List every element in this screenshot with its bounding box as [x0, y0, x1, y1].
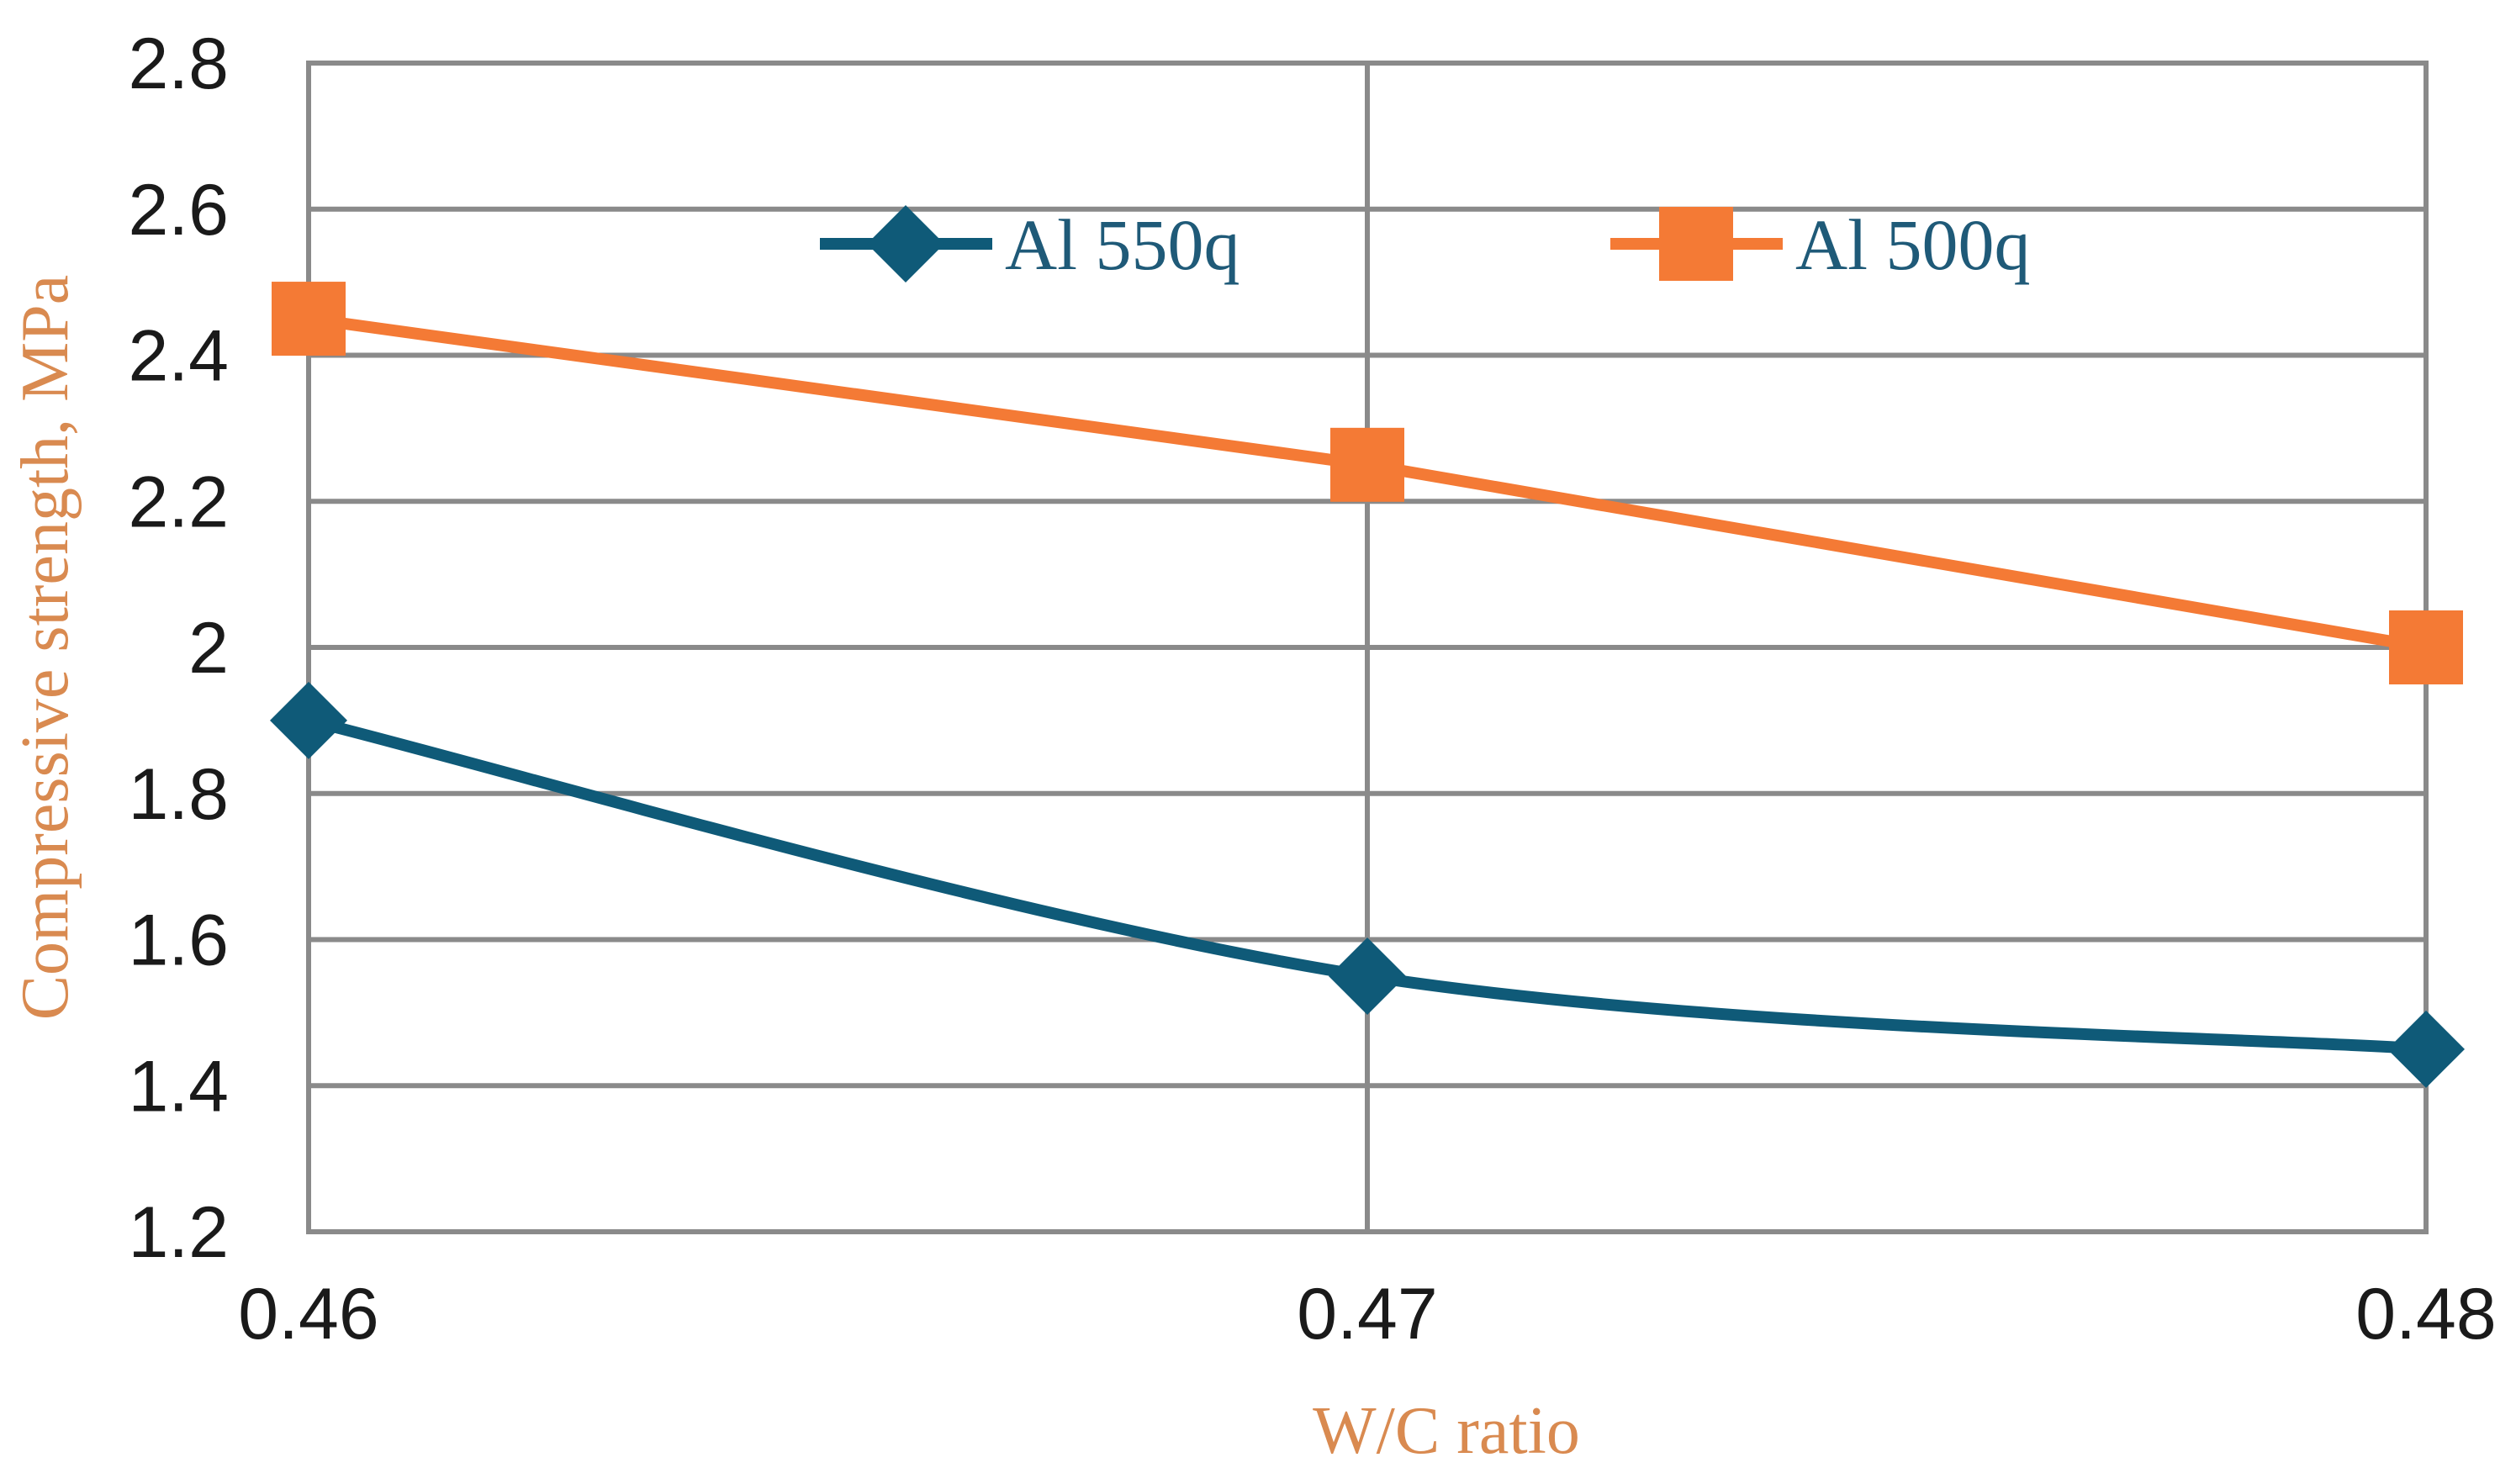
- y-tick-label: 2.4: [128, 316, 229, 397]
- data-point-0-2: [2387, 1010, 2465, 1088]
- data-point-1-0: [272, 282, 346, 356]
- series-1: [272, 282, 2463, 684]
- series-0: [270, 681, 2465, 1088]
- legend-item-1: Al 500q: [1610, 204, 2031, 285]
- y-axis-ticks: 1.2 1.4 1.6 1.8 2 2.2 2.4 2.6 2.8: [128, 24, 229, 1273]
- legend-marker: [867, 205, 944, 283]
- grid: [306, 61, 2429, 1234]
- legend: Al 550q Al 500q: [820, 204, 2031, 285]
- x-tick-label: 0.46: [238, 1274, 378, 1355]
- legend-label: Al 500q: [1795, 204, 2031, 285]
- data-point-1-2: [2389, 610, 2463, 684]
- legend-marker: [1659, 207, 1733, 281]
- y-tick-label: 1.4: [128, 1046, 229, 1127]
- legend-label: Al 550q: [1005, 204, 1240, 285]
- x-tick-label: 0.47: [1297, 1274, 1437, 1355]
- y-tick-label: 1.6: [128, 900, 229, 981]
- x-axis-title: W/C ratio: [1313, 1394, 1580, 1468]
- data-point-1-1: [1330, 427, 1404, 502]
- y-axis-title: Compressive strength, MPa: [8, 275, 82, 1021]
- data-point-0-1: [1329, 937, 1406, 1015]
- y-tick-label: 2: [188, 608, 229, 689]
- x-tick-label: 0.48: [2355, 1274, 2496, 1355]
- data-series: [270, 282, 2465, 1088]
- data-point-0-0: [270, 681, 347, 759]
- y-tick-label: 1.2: [128, 1192, 229, 1273]
- y-tick-label: 1.8: [128, 754, 229, 835]
- x-axis-ticks: 0.46 0.47 0.48: [238, 1274, 2496, 1355]
- y-tick-label: 2.2: [128, 462, 229, 542]
- legend-item-0: Al 550q: [820, 204, 1240, 285]
- y-tick-label: 2.8: [128, 24, 229, 104]
- y-tick-label: 2.6: [128, 170, 229, 251]
